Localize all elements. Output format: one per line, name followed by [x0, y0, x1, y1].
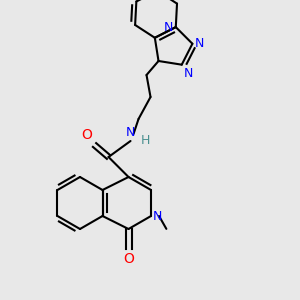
Text: N: N [194, 37, 204, 50]
Text: O: O [123, 252, 134, 266]
Text: O: O [82, 128, 92, 142]
Text: N: N [153, 209, 162, 223]
Text: N: N [184, 67, 193, 80]
Text: N: N [126, 126, 135, 139]
Text: N: N [164, 21, 173, 34]
Text: H: H [140, 134, 150, 148]
